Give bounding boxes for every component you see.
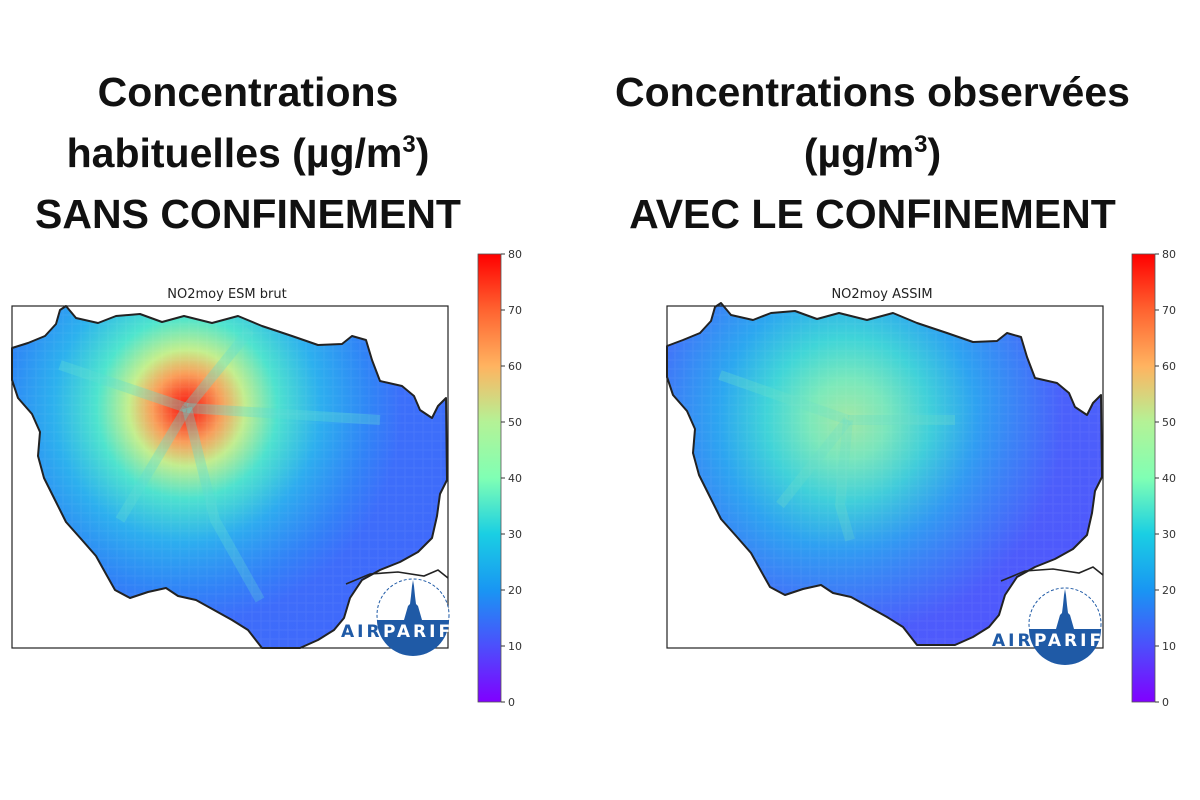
colorbar-tick-label: 20 <box>1162 584 1176 597</box>
headline-right-unit: (µg/m <box>803 130 915 176</box>
headline-left: Concentrations habituelles (µg/m3) SANS … <box>0 62 496 245</box>
map-left-airparif-logo: AIR PARIF <box>341 578 453 656</box>
map-right-airparif-logo: AIR PARIF <box>992 587 1104 665</box>
colorbar-left: 80 70 60 50 40 30 20 10 0 <box>477 248 522 709</box>
headline-left-sup: 3 <box>402 131 416 158</box>
headline-left-line1: Concentrations <box>97 69 399 115</box>
colorbar-tick-label: 60 <box>1162 360 1176 373</box>
headline-right-paren: ) <box>927 130 942 176</box>
map-right-logo-air: AIR <box>992 631 1034 651</box>
map-left-neighbor-border <box>345 569 449 585</box>
map-left-region-border <box>11 305 448 649</box>
map-right-neighbor-border <box>1000 566 1104 582</box>
colorbar-right-gradient <box>1131 253 1156 703</box>
colorbar-tick-label: 30 <box>508 528 522 541</box>
headline-left-paren: ) <box>415 130 430 176</box>
headline-left-line3: SANS CONFINEMENT <box>35 191 461 237</box>
colorbar-left-gradient <box>477 253 502 703</box>
colorbar-tick-label: 10 <box>1162 640 1176 653</box>
map-left-logo-air: AIR <box>341 622 383 642</box>
headline-right-sup: 3 <box>914 131 928 158</box>
colorbar-right-ticks: 80 70 60 50 40 30 20 10 0 <box>1155 248 1176 709</box>
headline-left-unit: habituelles (µg/m <box>66 130 403 176</box>
colorbar-tick-label: 70 <box>1162 304 1176 317</box>
headline-left-line2: habituelles (µg/m3) <box>0 123 496 184</box>
colorbar-tick-label: 50 <box>508 416 522 429</box>
colorbar-tick-label: 40 <box>1162 472 1176 485</box>
colorbar-tick-label: 0 <box>1162 696 1169 709</box>
colorbar-tick-label: 60 <box>508 360 522 373</box>
headline-right-line1: Concentrations observées <box>615 69 1130 115</box>
colorbar-left-ticks: 80 70 60 50 40 30 20 10 0 <box>501 248 522 709</box>
colorbar-tick-label: 50 <box>1162 416 1176 429</box>
colorbar-tick-label: 0 <box>508 696 515 709</box>
map-right-title: NO2moy ASSIM <box>831 287 932 302</box>
headline-right-line3: AVEC LE CONFINEMENT <box>629 191 1116 237</box>
headline-right: Concentrations observées (µg/m3) AVEC LE… <box>580 62 1165 245</box>
colorbar-tick-label: 20 <box>508 584 522 597</box>
colorbar-tick-label: 40 <box>508 472 522 485</box>
map-left-logo-parif: PARIF <box>383 622 453 642</box>
map-left: NO2moy ESM brut AIR <box>11 248 522 709</box>
colorbar-tick-label: 80 <box>508 248 522 261</box>
colorbar-tick-label: 80 <box>1162 248 1176 261</box>
map-right-logo-parif: PARIF <box>1034 631 1104 651</box>
colorbar-tick-label: 70 <box>508 304 522 317</box>
map-left-title: NO2moy ESM brut <box>167 287 286 302</box>
colorbar-tick-label: 10 <box>508 640 522 653</box>
map-right: NO2moy ASSIM AIR PARIF 80 70 60 50 40 30 20 10 0 <box>666 248 1176 709</box>
headline-right-line2: (µg/m3) <box>580 123 1165 184</box>
map-right-frame <box>666 305 1104 649</box>
map-right-heatmap <box>667 303 1102 645</box>
map-left-frame <box>11 305 449 649</box>
map-right-region-border <box>666 302 1103 646</box>
colorbar-right: 80 70 60 50 40 30 20 10 0 <box>1131 248 1176 709</box>
colorbar-tick-label: 30 <box>1162 528 1176 541</box>
